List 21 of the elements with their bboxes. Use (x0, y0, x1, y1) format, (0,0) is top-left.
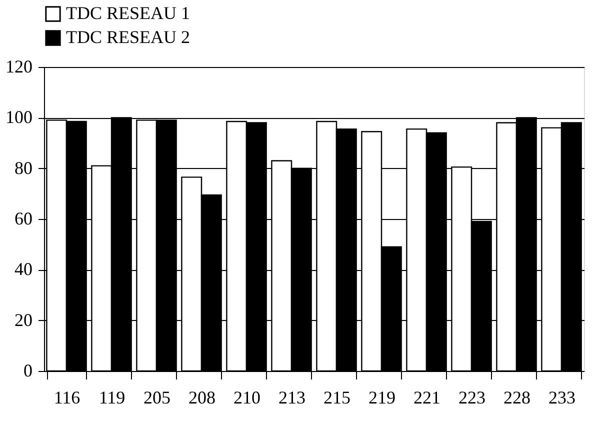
x-tick-label: 119 (98, 388, 126, 408)
y-tick-label: 0 (24, 360, 32, 380)
y-tick-label: 120 (6, 56, 32, 76)
x-tick-label: 208 (188, 388, 216, 408)
y-tick-label: 60 (14, 208, 32, 228)
legend-label: TDC RESEAU 2 (66, 27, 190, 47)
x-tick-label: 223 (458, 388, 486, 408)
x-tick-label: 213 (278, 388, 306, 408)
y-tick-label: 40 (14, 259, 32, 280)
y-tick-label: 80 (14, 158, 32, 178)
x-tick-label: 210 (234, 388, 260, 408)
x-tick-label: 221 (414, 388, 440, 408)
x-tick-label: 219 (368, 388, 396, 408)
legend-label: TDC RESEAU 1 (66, 3, 190, 23)
x-tick-label: 215 (324, 388, 350, 408)
x-tick-label: 233 (548, 388, 576, 408)
x-tick-label: 116 (54, 388, 80, 408)
y-tick-label: 100 (6, 107, 32, 128)
x-tick-label: 228 (504, 388, 530, 408)
y-tick-label: 20 (14, 310, 32, 330)
x-tick-label: 205 (144, 388, 170, 408)
